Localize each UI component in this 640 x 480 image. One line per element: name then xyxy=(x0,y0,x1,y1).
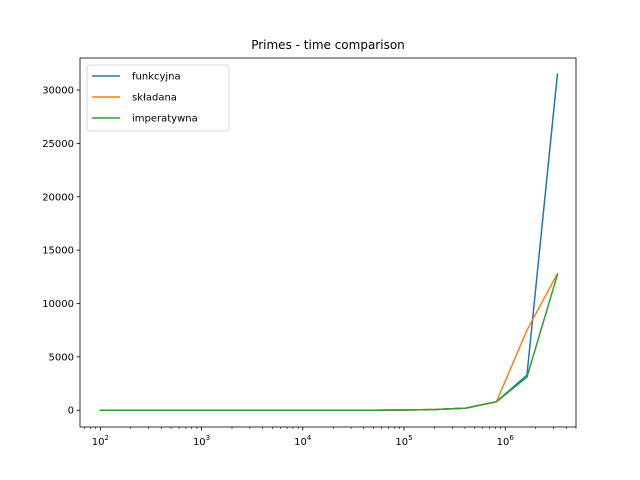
y-tick-label: 20000 xyxy=(42,192,74,203)
legend-label: składana xyxy=(132,93,177,104)
x-tick-label: 104 xyxy=(294,434,312,448)
legend-box xyxy=(86,64,230,132)
plot-frame xyxy=(79,57,577,428)
x-tick-exponent: 2 xyxy=(104,434,108,442)
x-tick-base: 10 xyxy=(193,437,206,448)
x-tick-exponent: 5 xyxy=(408,434,412,442)
x-tick-base: 10 xyxy=(395,437,408,448)
legend: funkcyjna składana imperatywna xyxy=(86,64,230,132)
x-tick-label: 105 xyxy=(395,434,412,448)
y-tick-label: 5000 xyxy=(49,352,74,363)
series-line-3 xyxy=(99,273,559,411)
y-tick-label: 25000 xyxy=(42,139,74,150)
x-tick-exponent: 3 xyxy=(206,434,210,442)
series-layer xyxy=(99,73,559,411)
x-tick-label: 102 xyxy=(92,434,109,448)
x-tick-base: 10 xyxy=(497,437,510,448)
x-tick-exponent: 4 xyxy=(307,434,312,442)
x-tick-base: 10 xyxy=(92,437,105,448)
legend-label: imperatywna xyxy=(132,114,198,125)
chart-title: Primes - time comparison xyxy=(251,38,405,52)
y-tick-label: 0 xyxy=(68,406,74,417)
x-tick-exponent: 6 xyxy=(509,434,514,442)
x-tick-base: 10 xyxy=(294,437,307,448)
y-tick-label: 30000 xyxy=(42,86,74,97)
y-tick-label: 15000 xyxy=(42,246,74,257)
y-tick-label: 10000 xyxy=(42,299,74,310)
x-tick-label: 103 xyxy=(193,434,210,448)
legend-label: funkcyjna xyxy=(132,72,181,83)
x-tick-label: 106 xyxy=(497,434,515,448)
